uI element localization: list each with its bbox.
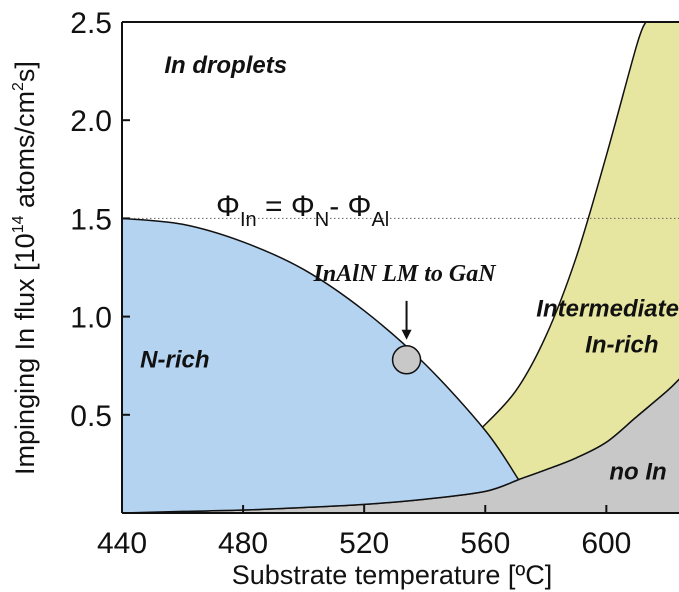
region-label-intermediate: Intermediate: [536, 296, 679, 323]
y-tick-label: 1.0: [70, 302, 112, 335]
x-tick-label: 560: [460, 527, 510, 560]
y-tick-label: 0.5: [70, 400, 112, 433]
eq-sub-n: N: [315, 209, 329, 231]
y-tick-label: 2.5: [70, 7, 112, 40]
region-n-rich: [122, 217, 520, 513]
annotation-point: [391, 345, 422, 375]
eq-minus-phi: - Φ: [329, 190, 371, 223]
eq-sub-al: Al: [371, 209, 389, 231]
region-label-n-rich: N-rich: [140, 347, 209, 374]
region-label-no-in: no In: [609, 459, 666, 486]
y-title-main: Impinging In flux [10: [10, 233, 40, 475]
x-tick-label: 600: [581, 527, 631, 560]
y-title-unit: atoms/cm: [10, 91, 40, 216]
annotation-layer: [391, 300, 422, 375]
x-axis-title: Substrate temperature [ºC]: [232, 560, 553, 590]
eq-sub-in: In: [240, 209, 257, 231]
annotation-arrowhead: [401, 329, 412, 340]
guide-equation: ΦIn = ΦN- ΦAl: [216, 190, 389, 231]
region-label-in-rich: In-rich: [585, 332, 658, 359]
y-axis-title: Impinging In flux [1014 atoms/cm2s]: [10, 61, 40, 475]
y-title-end: s]: [10, 61, 40, 82]
y-title-exp: 14: [10, 215, 27, 233]
x-tick-label: 520: [339, 527, 389, 560]
eq-phi-in: Φ: [216, 190, 240, 223]
ticks-layer: 440 480 520 560 600 0.5 1.0 1.5 2.0 2.5: [70, 7, 631, 560]
eq-equals-phi: = Φ: [257, 190, 315, 223]
annotation-label: InAlN LM to GaN: [313, 261, 498, 287]
region-label-in-droplets: In droplets: [164, 52, 287, 79]
y-tick-label: 1.5: [70, 203, 112, 236]
regions-layer: [122, 22, 679, 513]
x-tick-label: 480: [218, 527, 268, 560]
x-tick-label: 440: [97, 527, 147, 560]
y-title-unit-exp: 2: [10, 82, 27, 91]
y-tick-label: 2.0: [70, 105, 112, 138]
